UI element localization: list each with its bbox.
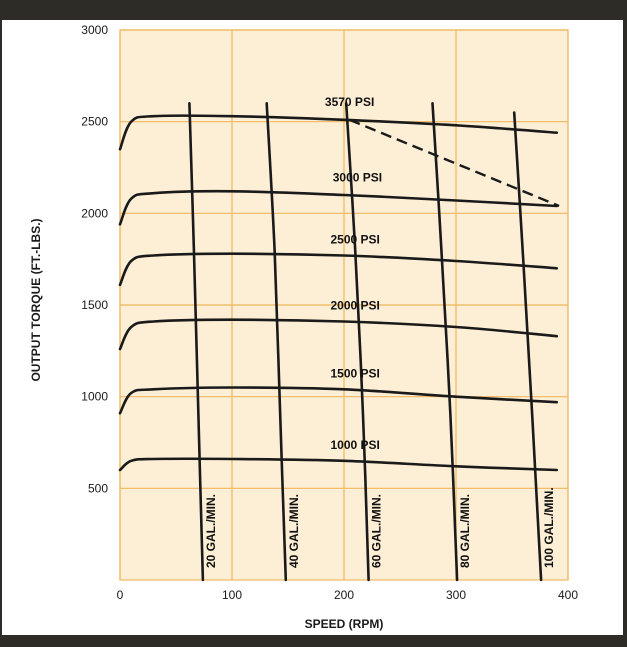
flow-curve — [188, 102, 205, 582]
x-tick-labels: 0 100 200 300 400 — [117, 588, 579, 602]
y-tick-label: 500 — [88, 481, 108, 495]
x-tick-label: 200 — [334, 588, 354, 602]
pressure-curve — [118, 386, 559, 415]
grid — [119, 29, 569, 580]
pressure-curve — [118, 457, 559, 472]
torque-speed-chart: 0 100 200 300 400 500 1000 1500 2000 2500 3000 35… — [29, 23, 579, 631]
y-axis-title: OUTPUT TORQUE (FT.-LBS.) — [29, 218, 43, 381]
pressure-curves — [118, 114, 559, 472]
pressure-curve-label: 3000 PSI — [333, 170, 382, 184]
pressure-curve — [118, 318, 559, 351]
pressure-curve-label: 1500 PSI — [331, 367, 380, 381]
y-tick-label: 1500 — [81, 298, 108, 312]
flow-curve — [265, 102, 288, 582]
y-tick-labels: 500 1000 1500 2000 2500 3000 — [81, 23, 108, 495]
pressure-curve-label: 3570 PSI — [325, 95, 374, 109]
pressure-curve-label: 2000 PSI — [331, 299, 380, 313]
y-tick-label: 2000 — [81, 206, 108, 220]
x-tick-label: 100 — [222, 588, 242, 602]
pressure-curve-label: 1000 PSI — [331, 438, 380, 452]
flow-curve-label: 40 GAL./MIN. — [287, 494, 301, 568]
limit-line-group — [349, 118, 560, 208]
limit-dashed-line — [349, 118, 560, 208]
x-tick-label: 400 — [558, 588, 578, 602]
x-axis-title: SPEED (RPM) — [305, 617, 384, 631]
y-tick-label: 1000 — [81, 390, 108, 404]
pressure-curve-label: 2500 PSI — [331, 233, 380, 247]
y-tick-label: 2500 — [81, 115, 108, 129]
flow-curve — [512, 111, 543, 582]
flow-curve — [344, 102, 370, 582]
pressure-curve — [118, 114, 559, 151]
curve-labels: 3570 PSI 3000 PSI 2500 PSI 2000 PSI 1500 PSI… — [204, 95, 556, 568]
pressure-curve — [118, 189, 559, 226]
flow-curve-label: 80 GAL./MIN. — [458, 494, 472, 568]
flow-curve-label: 100 GAL./MIN. — [542, 487, 556, 568]
figure-frame: 0 100 200 300 400 500 1000 1500 2000 2500 3000 35… — [2, 20, 623, 635]
flow-curves — [188, 102, 543, 582]
flow-curve-label: 60 GAL./MIN. — [370, 494, 384, 568]
y-tick-label: 3000 — [81, 23, 108, 37]
x-tick-label: 0 — [117, 588, 124, 602]
pressure-curve — [118, 252, 559, 287]
flow-curve — [431, 102, 459, 582]
flow-curve-label: 20 GAL./MIN. — [204, 494, 218, 568]
x-tick-label: 300 — [446, 588, 466, 602]
